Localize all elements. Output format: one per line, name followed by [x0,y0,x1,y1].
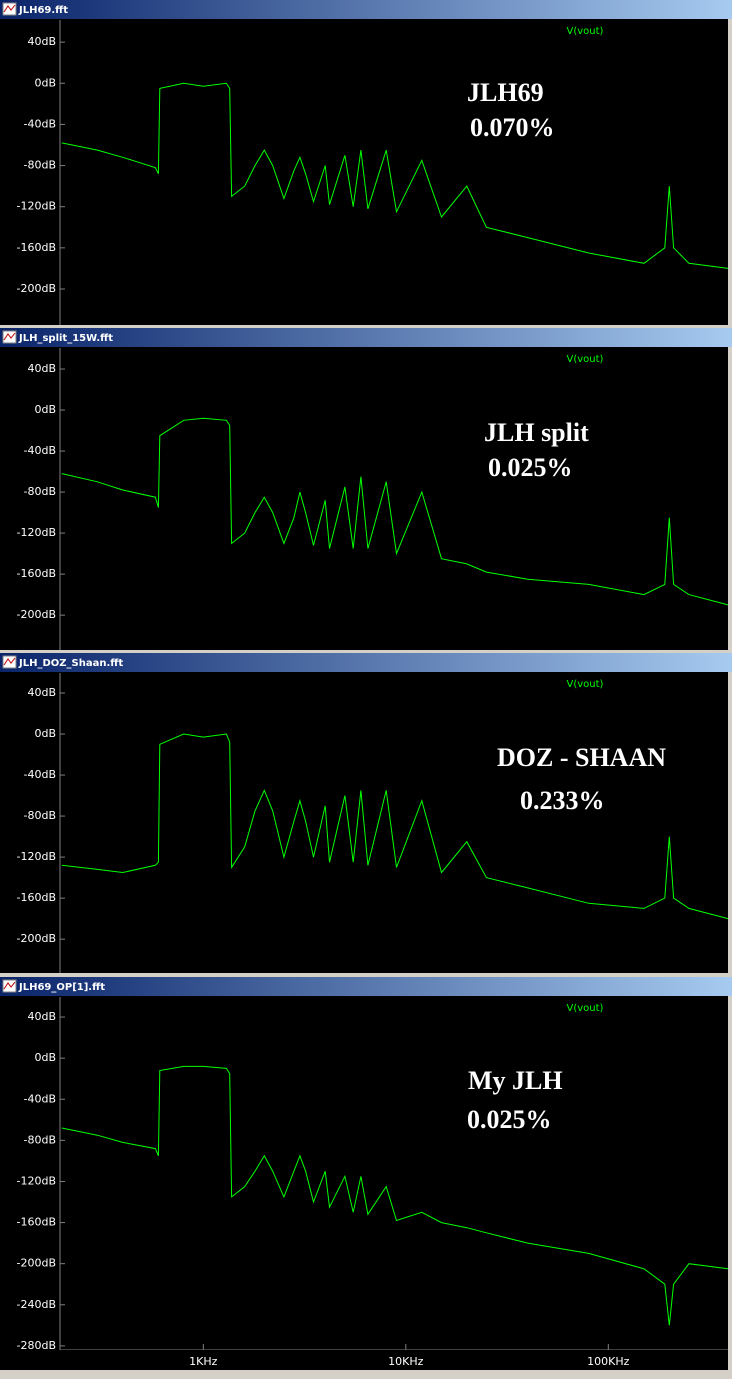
window-icon-glyph [3,981,16,990]
window-title-bar[interactable] [0,328,732,347]
trace [61,417,729,606]
y-tick-label: 0dB [34,403,56,416]
annotation: JLH69 [467,78,544,107]
y-tick-label: -80dB [24,809,57,822]
legend-entry: V(vout) [567,679,604,690]
y-tick-label: -40dB [24,117,57,130]
y-tick-label: 40dB [27,35,56,48]
window-icon-glyph [3,657,16,666]
window-icon [2,330,17,344]
y-tick-label: -120dB [17,526,57,539]
legend-entry: V(vout) [567,354,604,365]
y-tick-label: -200dB [17,282,57,295]
window-title: JLH69.fft [18,5,68,16]
y-tick-label: 0dB [34,1051,56,1064]
y-tick-label: -40dB [24,768,57,781]
window-icon [2,2,17,16]
annotation: 0.025% [488,453,573,482]
y-tick-label: -40dB [24,444,57,457]
window-title: JLH69_OP[1].fft [18,982,105,993]
y-tick-label: -80dB [24,485,57,498]
window-title-bar[interactable] [0,0,732,19]
y-tick-label: -200dB [17,932,57,945]
trace [61,733,729,920]
y-tick-label: 0dB [34,727,56,740]
x-axis-band [0,1350,728,1370]
x-tick-label: 1KHz [189,1355,217,1368]
y-tick-label: -280dB [17,1339,57,1352]
y-tick-label: -240dB [17,1298,57,1311]
y-tick-label: 40dB [27,362,56,375]
annotation: 0.025% [467,1105,552,1134]
window-title-bar[interactable] [0,653,732,672]
y-tick-label: 40dB [27,1010,56,1023]
y-tick-label: -160dB [17,1216,57,1229]
annotation: My JLH [468,1066,563,1095]
y-tick-label: -120dB [17,200,57,213]
annotation: 0.233% [520,786,605,815]
legend-entry: V(vout) [567,1003,604,1014]
annotation: JLH split [484,418,589,447]
x-tick-label: 100KHz [587,1355,629,1368]
y-tick-label: -200dB [17,1257,57,1270]
y-tick-label: -120dB [17,1174,57,1187]
annotation: DOZ - SHAAN [497,743,666,772]
window-title: JLH_split_15W.fft [18,333,113,344]
window-icon [2,979,17,993]
window-title: JLH_DOZ_Shaan.fft [18,658,123,669]
y-tick-label: -160dB [17,891,57,904]
y-tick-label: -80dB [24,159,57,172]
trace [61,1065,729,1326]
y-tick-label: -200dB [17,608,57,621]
y-tick-label: -120dB [17,850,57,863]
y-tick-label: -160dB [17,241,57,254]
y-tick-label: 40dB [27,686,56,699]
plot-background [0,347,728,650]
y-tick-label: -80dB [24,1133,57,1146]
plot-background [0,996,728,1350]
legend-entry: V(vout) [567,26,604,37]
annotation: 0.070% [470,113,555,142]
window-icon [2,655,17,669]
y-tick-label: -160dB [17,567,57,580]
window-icon-glyph [3,332,16,341]
trace [61,82,729,269]
window-title-bar[interactable] [0,977,732,996]
y-tick-label: 0dB [34,76,56,89]
y-tick-label: -40dB [24,1092,57,1105]
x-tick-label: 10KHz [388,1355,423,1368]
window-icon-glyph [3,4,16,13]
